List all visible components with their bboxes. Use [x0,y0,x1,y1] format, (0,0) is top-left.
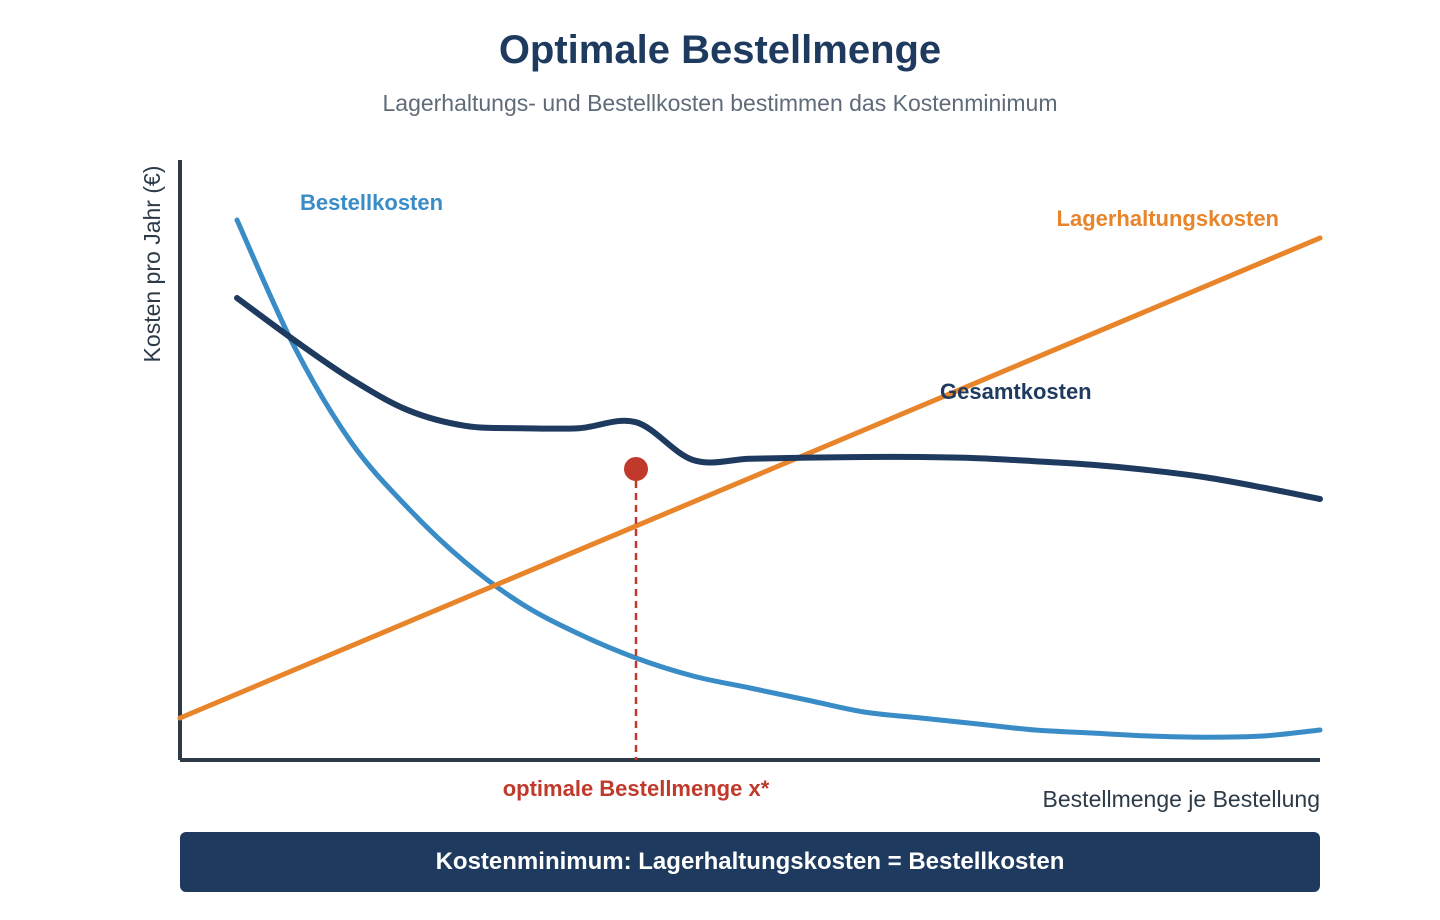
series-label-lagerhaltungskosten: Lagerhaltungskosten [1057,206,1279,231]
series-label-bestellkosten: Bestellkosten [300,190,443,215]
x-axis-label: Bestellmenge je Bestellung [1043,786,1320,812]
series-label-gesamtkosten: Gesamtkosten [940,379,1092,404]
conclusion-banner: Kostenminimum: Lagerhaltungskosten = Bes… [180,832,1320,892]
y-axis-label: Kosten pro Jahr (€) [139,166,165,363]
plot-area: Bestellkosten Lagerhaltungskosten Gesamt… [139,160,1323,812]
series-gesamtkosten-line [234,295,1323,502]
chart-subtitle: Lagerhaltungs- und Bestellkosten bestimm… [382,90,1058,116]
optimum-point [624,457,648,481]
series-bestellkosten-line [234,217,1323,740]
chart-title: Optimale Bestellmenge [498,28,942,72]
optimum-label: optimale Bestellmenge x* [503,776,770,801]
series-lagerhaltungskosten-line [177,235,1323,721]
